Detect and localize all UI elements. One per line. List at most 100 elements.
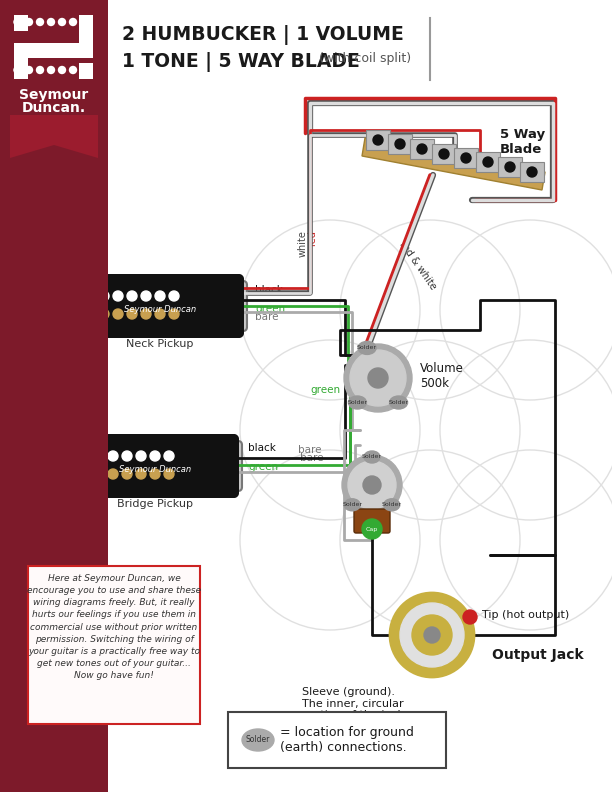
Text: green: green xyxy=(310,385,340,395)
FancyBboxPatch shape xyxy=(73,281,247,331)
Circle shape xyxy=(141,309,151,319)
Circle shape xyxy=(70,67,76,74)
Text: black: black xyxy=(255,285,283,295)
Text: 5 Way
Blade: 5 Way Blade xyxy=(500,128,545,156)
Circle shape xyxy=(122,469,132,479)
Polygon shape xyxy=(498,157,522,177)
FancyBboxPatch shape xyxy=(228,712,446,768)
FancyBboxPatch shape xyxy=(68,441,242,491)
Circle shape xyxy=(527,167,537,177)
Circle shape xyxy=(348,461,396,509)
Text: Solder: Solder xyxy=(246,736,270,744)
Circle shape xyxy=(136,451,146,461)
Text: Sleeve (ground).
The inner, circular
portion of the jack: Sleeve (ground). The inner, circular por… xyxy=(302,687,404,720)
Text: Seymour: Seymour xyxy=(20,88,89,102)
Bar xyxy=(14,63,93,79)
Circle shape xyxy=(483,157,493,167)
Text: Solder: Solder xyxy=(357,345,377,350)
Circle shape xyxy=(94,469,104,479)
Circle shape xyxy=(81,18,88,25)
Circle shape xyxy=(368,368,388,388)
Circle shape xyxy=(99,291,109,301)
Polygon shape xyxy=(520,162,544,182)
Ellipse shape xyxy=(364,451,380,463)
Circle shape xyxy=(417,144,427,154)
Circle shape xyxy=(169,291,179,301)
Bar xyxy=(14,15,93,31)
Text: green: green xyxy=(255,304,285,314)
Polygon shape xyxy=(10,115,98,158)
Circle shape xyxy=(15,18,21,25)
Circle shape xyxy=(59,67,65,74)
Circle shape xyxy=(48,18,54,25)
Circle shape xyxy=(113,291,123,301)
Circle shape xyxy=(395,139,405,149)
Circle shape xyxy=(127,291,137,301)
Circle shape xyxy=(136,469,146,479)
Circle shape xyxy=(150,451,160,461)
Polygon shape xyxy=(432,144,456,164)
Text: red & white: red & white xyxy=(398,239,438,291)
FancyBboxPatch shape xyxy=(71,434,239,498)
Text: white: white xyxy=(298,230,308,257)
Bar xyxy=(14,42,93,58)
Ellipse shape xyxy=(390,396,408,409)
Circle shape xyxy=(439,149,449,159)
Polygon shape xyxy=(410,139,434,159)
FancyBboxPatch shape xyxy=(71,434,239,498)
Circle shape xyxy=(69,66,77,74)
Circle shape xyxy=(390,593,474,677)
Text: Solder: Solder xyxy=(382,502,402,508)
Polygon shape xyxy=(454,148,478,168)
Text: Seymour Duncan: Seymour Duncan xyxy=(119,464,191,474)
Circle shape xyxy=(505,162,515,172)
Circle shape xyxy=(155,309,165,319)
Circle shape xyxy=(122,451,132,461)
Circle shape xyxy=(164,451,174,461)
Circle shape xyxy=(58,18,66,26)
Circle shape xyxy=(25,18,33,26)
Text: Bridge Pickup: Bridge Pickup xyxy=(117,499,193,509)
Circle shape xyxy=(15,67,21,74)
Text: black: black xyxy=(248,443,276,453)
Circle shape xyxy=(150,469,160,479)
Circle shape xyxy=(81,67,88,74)
Text: 1 TONE | 5 WAY BLADE: 1 TONE | 5 WAY BLADE xyxy=(122,52,360,72)
Circle shape xyxy=(350,350,406,406)
Ellipse shape xyxy=(242,729,274,751)
Text: bare: bare xyxy=(255,312,278,322)
FancyBboxPatch shape xyxy=(76,274,244,338)
Circle shape xyxy=(373,135,383,145)
Text: Duncan.: Duncan. xyxy=(22,101,86,115)
Circle shape xyxy=(363,476,381,494)
Bar xyxy=(28,15,79,32)
Ellipse shape xyxy=(358,341,376,355)
Text: green: green xyxy=(248,462,278,472)
Circle shape xyxy=(461,153,471,163)
Circle shape xyxy=(155,291,165,301)
Text: Solder: Solder xyxy=(342,502,362,508)
Text: Solder: Solder xyxy=(362,455,382,459)
Text: = location for ground
(earth) connections.: = location for ground (earth) connection… xyxy=(280,726,414,754)
Circle shape xyxy=(164,469,174,479)
Polygon shape xyxy=(476,152,500,172)
Text: Here at Seymour Duncan, we
encourage you to use and share these
wiring diagrams : Here at Seymour Duncan, we encourage you… xyxy=(27,574,201,680)
Circle shape xyxy=(463,610,477,624)
Text: 2 HUMBUCKER | 1 VOLUME: 2 HUMBUCKER | 1 VOLUME xyxy=(122,25,404,45)
Circle shape xyxy=(127,309,137,319)
Circle shape xyxy=(25,66,33,74)
Text: (with coil split): (with coil split) xyxy=(315,52,411,65)
Circle shape xyxy=(58,66,66,74)
Circle shape xyxy=(400,603,464,667)
Ellipse shape xyxy=(344,499,360,511)
FancyBboxPatch shape xyxy=(354,509,390,533)
Bar xyxy=(28,58,79,80)
Bar xyxy=(79,15,93,43)
Circle shape xyxy=(14,66,22,74)
Circle shape xyxy=(80,18,88,26)
Circle shape xyxy=(108,451,118,461)
Circle shape xyxy=(362,519,382,539)
Ellipse shape xyxy=(384,499,400,511)
FancyBboxPatch shape xyxy=(76,274,244,338)
Circle shape xyxy=(80,66,88,74)
